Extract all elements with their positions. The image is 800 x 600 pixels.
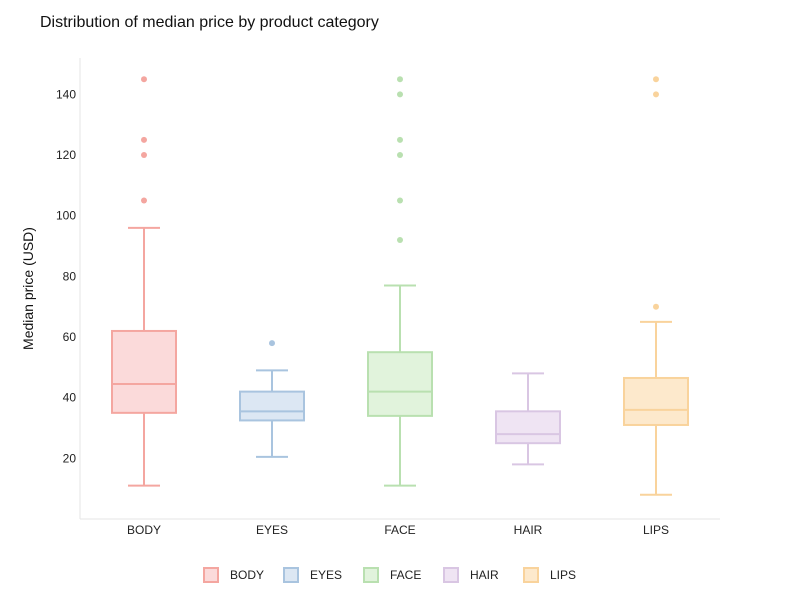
box-group-face (367, 76, 433, 487)
outlier-point (141, 152, 147, 159)
y-axis-title: Median price (USD) (20, 227, 36, 350)
outlier-point (397, 136, 403, 143)
outlier-point (269, 340, 275, 347)
y-tick-label: 120 (56, 148, 76, 162)
box-group-body (111, 76, 177, 487)
outlier-point (141, 136, 147, 143)
legend-label: FACE (390, 568, 421, 582)
box-iqr (111, 329, 177, 414)
legend-swatch (203, 567, 219, 583)
box-group-lips (623, 76, 689, 496)
x-tick-label: EYES (256, 523, 288, 537)
legend-item-eyes: EYES (283, 567, 342, 583)
outlier-point (653, 91, 659, 98)
x-tick-label: BODY (127, 523, 161, 537)
box-iqr (239, 390, 305, 422)
outlier-point (141, 197, 147, 204)
outlier-point (397, 76, 403, 83)
outlier-point (397, 152, 403, 159)
legend-item-body: BODY (203, 567, 264, 583)
box-iqr (495, 410, 561, 445)
legend-swatch (443, 567, 459, 583)
legend-item-hair: HAIR (443, 567, 499, 583)
box-iqr (623, 376, 689, 426)
outlier-point (653, 76, 659, 83)
legend-label: HAIR (470, 568, 499, 582)
legend-item-face: FACE (363, 567, 421, 583)
x-tick-label: LIPS (643, 523, 669, 537)
legend-item-lips: LIPS (523, 567, 576, 583)
y-tick-label: 80 (63, 269, 77, 283)
y-tick-label: 60 (63, 330, 77, 344)
box-group-eyes (239, 340, 305, 458)
legend: BODY EYES FACE HAIR LIPS (203, 567, 576, 583)
outlier-point (653, 303, 659, 310)
legend-swatch (283, 567, 299, 583)
y-tick-label: 40 (63, 391, 77, 405)
outlier-point (141, 76, 147, 83)
outlier-point (397, 236, 403, 243)
boxes-layer (111, 76, 689, 496)
chart-title: Distribution of median price by product … (40, 14, 379, 31)
x-tick-label: HAIR (514, 523, 543, 537)
legend-swatch (523, 567, 539, 583)
y-tick-label: 100 (56, 209, 76, 223)
legend-label: LIPS (550, 568, 576, 582)
legend-label: EYES (310, 568, 342, 582)
y-tick-label: 20 (63, 451, 77, 465)
box-iqr (367, 351, 433, 417)
outlier-point (397, 91, 403, 98)
box-group-hair (495, 372, 561, 466)
y-tick-label: 140 (56, 87, 76, 101)
x-tick-label: FACE (384, 523, 415, 537)
outlier-point (397, 197, 403, 204)
legend-swatch (363, 567, 379, 583)
axes-layer: 20 40 60 80 100 120 140 BODY EYES FACE HAIR LIPS Med… (20, 58, 720, 537)
legend-label: BODY (230, 568, 264, 582)
